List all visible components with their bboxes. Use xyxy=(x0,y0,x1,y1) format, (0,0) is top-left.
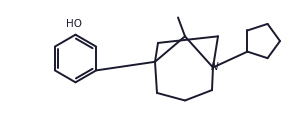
Text: HO: HO xyxy=(66,19,82,29)
Text: N: N xyxy=(210,62,218,72)
